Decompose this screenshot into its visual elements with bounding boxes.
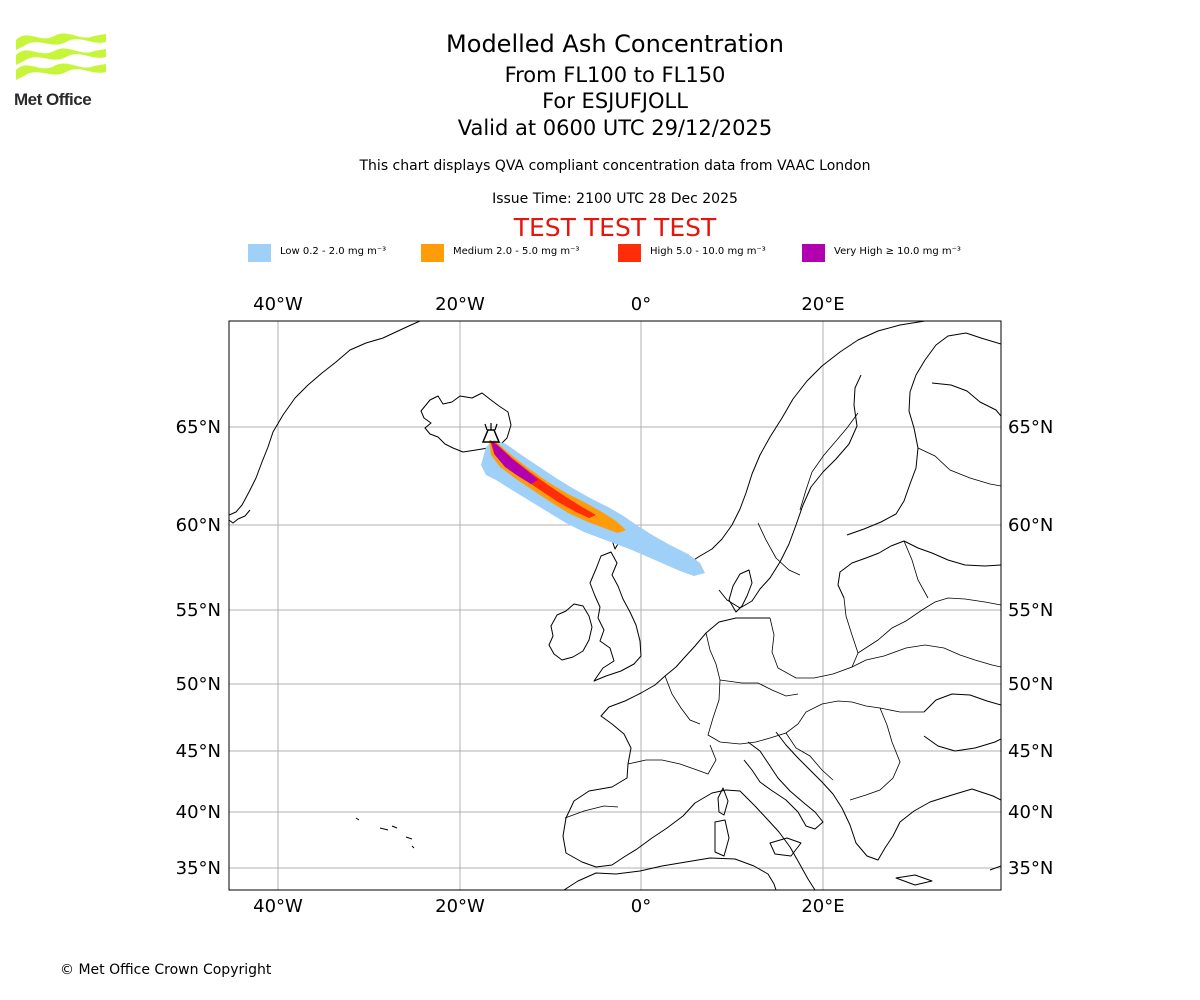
logo-text: Met Office <box>14 90 92 109</box>
border <box>719 679 799 697</box>
met-office-logo: Met Office <box>14 30 109 114</box>
graticule <box>229 321 1001 890</box>
lat-label-right: 65°N <box>1008 417 1053 438</box>
coast-greenland <box>229 321 421 516</box>
lon-label-top: 40°W <box>253 294 303 315</box>
coast-denmark <box>728 569 753 613</box>
lat-label-left: 50°N <box>176 674 221 695</box>
copyright-notice: © Met Office Crown Copyright <box>60 962 272 978</box>
lat-label-right: 35°N <box>1008 858 1053 879</box>
chart-title: Modelled Ash Concentration <box>446 30 784 58</box>
axis-labels: 40°W 20°W 0° 20°E 40°W 20°W 0° 20°E 65°N… <box>176 294 1054 917</box>
lon-label-bottom: 0° <box>631 896 651 917</box>
legend-swatch-low <box>248 244 271 262</box>
border <box>851 644 1001 668</box>
lon-label-top: 20°W <box>435 294 485 315</box>
lat-label-left: 60°N <box>176 515 221 536</box>
legend-label-very-high: Very High ≥ 10.0 mg m⁻³ <box>834 246 961 257</box>
valid-time: Valid at 0600 UTC 29/12/2025 <box>457 116 773 140</box>
border <box>785 732 834 781</box>
coast-sweden <box>718 374 862 609</box>
country-borders <box>564 412 1001 819</box>
flight-level-range: From FL100 to FL150 <box>504 63 726 87</box>
border <box>564 805 619 819</box>
lat-label-left: 40°N <box>176 802 221 823</box>
coast-kola <box>931 382 1001 417</box>
lat-label-right: 40°N <box>1008 802 1053 823</box>
legend-label-medium: Medium 2.0 - 5.0 mg m⁻³ <box>453 246 580 257</box>
lon-label-bottom: 20°E <box>801 896 844 917</box>
coast-continent <box>562 617 816 890</box>
lat-label-left: 35°N <box>176 858 221 879</box>
border <box>757 522 801 576</box>
border <box>799 412 859 511</box>
legend-label-high: High 5.0 - 10.0 mg m⁻³ <box>650 246 766 257</box>
test-banner: TEST TEST TEST <box>513 213 717 242</box>
coast-azores <box>355 817 415 849</box>
legend-swatch-very-high <box>802 244 825 262</box>
border <box>917 447 1001 487</box>
coast-ireland <box>548 603 593 661</box>
coast-balkans <box>775 731 1001 861</box>
lon-label-top: 20°E <box>801 294 844 315</box>
border <box>857 597 1001 654</box>
coast-crete <box>895 874 933 886</box>
lon-label-bottom: 40°W <box>253 896 303 917</box>
legend-label-low: Low 0.2 - 2.0 mg m⁻³ <box>280 246 387 257</box>
border <box>627 744 717 775</box>
legend-swatch-medium <box>421 244 444 262</box>
map-frame <box>228 320 1002 891</box>
coast-iceland <box>420 392 512 453</box>
coast-greenland-south <box>229 509 251 524</box>
ash-high-region <box>490 440 596 518</box>
border <box>664 675 701 725</box>
lat-label-left: 65°N <box>176 417 221 438</box>
coast-north-africa <box>563 857 777 890</box>
legend-swatch-high <box>618 244 641 262</box>
border <box>769 597 859 679</box>
volcano-name: For ESJUFJOLL <box>542 89 688 113</box>
met-office-logo-waves-icon <box>16 33 106 80</box>
issue-time: Issue Time: 2100 UTC 28 Dec 2025 <box>492 191 738 207</box>
coast-sicily <box>769 837 802 857</box>
coast-corsica <box>717 787 729 816</box>
chart-subtitle: This chart displays QVA compliant concen… <box>359 158 871 174</box>
volcano-icon <box>481 423 501 443</box>
coast-great-britain <box>589 551 642 682</box>
map-area <box>229 321 1001 890</box>
coast-sardinia <box>714 819 730 857</box>
lat-label-right: 55°N <box>1008 600 1053 621</box>
border <box>849 707 901 801</box>
coast-black-sea <box>923 693 1001 752</box>
coast-italy <box>743 741 824 830</box>
coast-finland <box>846 332 1001 536</box>
coast-scandinavia <box>688 321 926 564</box>
ash-very-high-region <box>491 441 538 484</box>
lat-label-right: 50°N <box>1008 674 1053 695</box>
lon-label-top: 0° <box>631 294 651 315</box>
coast-baltic <box>837 540 1001 599</box>
border <box>705 632 924 745</box>
coast-cyprus <box>989 865 1001 871</box>
coastlines <box>229 321 1001 890</box>
lon-label-bottom: 20°W <box>435 896 485 917</box>
lat-label-right: 60°N <box>1008 515 1053 536</box>
lat-label-right: 45°N <box>1008 741 1053 762</box>
lat-label-left: 45°N <box>176 741 221 762</box>
border <box>903 540 929 599</box>
ash-medium-region <box>489 440 626 533</box>
lat-label-left: 55°N <box>176 600 221 621</box>
